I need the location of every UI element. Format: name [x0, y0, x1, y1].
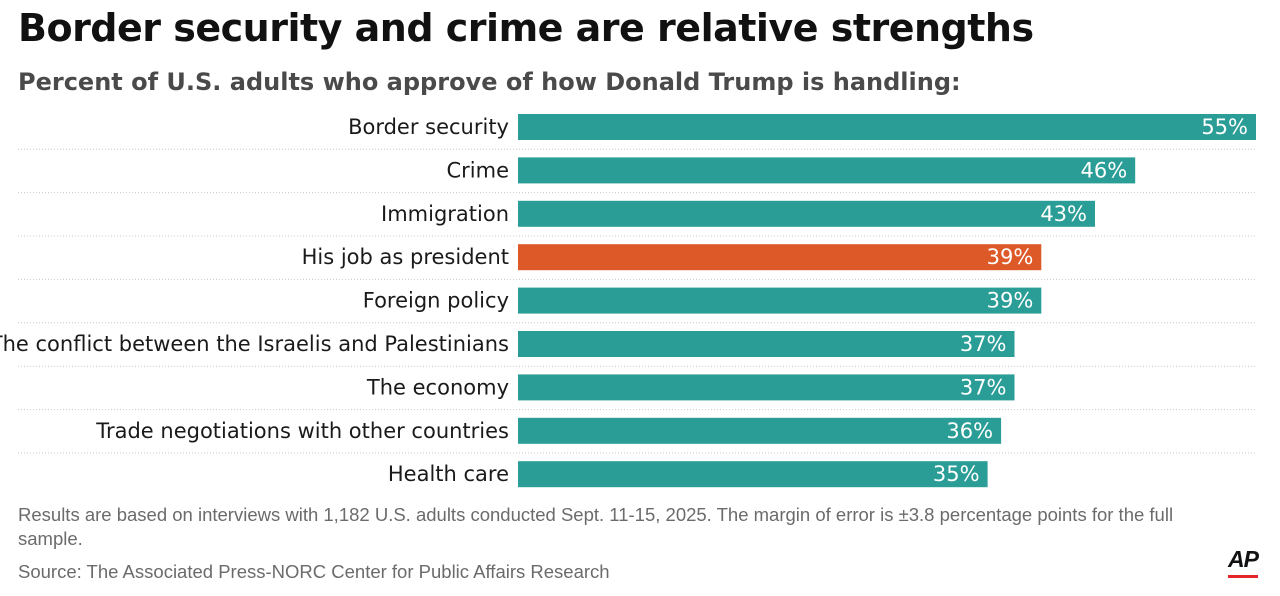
bar [518, 114, 1256, 140]
value-label: 37% [960, 375, 1007, 399]
methodology-note: Results are based on interviews with 1,1… [18, 504, 1174, 549]
category-label: The conflict between the Israelis and Pa… [0, 332, 509, 356]
category-label: Trade negotiations with other countries [95, 419, 509, 443]
value-label: 43% [1040, 202, 1087, 226]
bar [518, 157, 1136, 184]
bar-chart: Border security 55% Crime 46% Immigration 43%… [0, 114, 1256, 488]
value-label: 46% [1081, 158, 1128, 182]
category-label: Crime [446, 158, 509, 182]
value-label: 39% [987, 245, 1034, 269]
bar [518, 331, 1015, 357]
category-label: His job as president [302, 245, 509, 269]
bar [518, 244, 1042, 271]
value-label: 37% [960, 332, 1007, 356]
chart-title: Border security and crime are relative s… [18, 6, 1034, 50]
bar [518, 287, 1042, 314]
ap-logo: AP [1228, 546, 1259, 572]
category-label: The economy [366, 375, 509, 399]
value-label: 35% [933, 462, 980, 486]
chart-subtitle: Percent of U.S. adults who approve of ho… [18, 68, 961, 96]
bar [518, 374, 1015, 401]
value-label: 36% [946, 419, 993, 443]
ap-logo-underline [1228, 575, 1258, 578]
bar [518, 200, 1095, 227]
value-label: 39% [987, 289, 1034, 313]
bar [518, 417, 1002, 444]
category-label: Health care [388, 462, 509, 486]
category-label: Immigration [381, 202, 509, 226]
category-label: Border security [348, 115, 509, 139]
value-label: 55% [1201, 115, 1248, 139]
bar [518, 461, 988, 488]
source-credit: Source: The Associated Press-NORC Center… [18, 561, 610, 582]
category-label: Foreign policy [363, 289, 509, 313]
